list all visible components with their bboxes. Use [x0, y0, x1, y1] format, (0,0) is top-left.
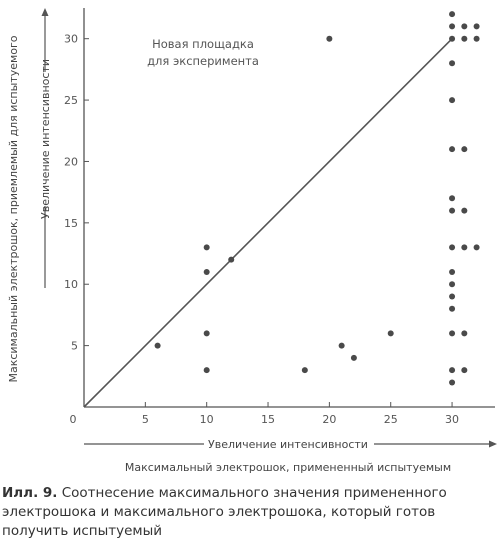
data-point	[449, 268, 456, 275]
annotation-line-1: Новая площадка	[152, 37, 254, 51]
annotation-line-2: для эксперимента	[147, 54, 259, 68]
y-tick-label: 10	[64, 278, 78, 291]
data-point	[387, 330, 394, 337]
data-point	[449, 281, 456, 288]
data-point	[461, 146, 468, 153]
data-point	[228, 256, 235, 263]
x-axis-title-arrow: Увеличение интенсивности	[208, 438, 368, 451]
x-arrow-head	[489, 440, 497, 448]
figure-label: Илл. 9.	[2, 485, 58, 501]
x-tick-label: 25	[384, 413, 398, 426]
caption-text: Соотнесение максимального значения приме…	[2, 485, 447, 539]
data-point	[449, 195, 456, 202]
data-point	[461, 244, 468, 251]
data-point	[461, 207, 468, 214]
x-tick-label: 0	[70, 413, 77, 426]
data-point	[301, 367, 308, 374]
data-point	[326, 35, 333, 42]
data-point	[203, 244, 210, 251]
data-point	[449, 330, 456, 337]
x-tick-label: 15	[261, 413, 275, 426]
data-point	[449, 244, 456, 251]
data-point	[203, 330, 210, 337]
figure-caption: Илл. 9. Соотнесение максимального значен…	[2, 484, 496, 541]
data-point	[461, 23, 468, 30]
data-point	[449, 23, 456, 30]
y-arrow-head	[41, 8, 49, 16]
data-point	[449, 379, 456, 386]
y-tick-label: 25	[64, 94, 78, 107]
x-tick-label: 5	[142, 413, 149, 426]
data-point	[350, 354, 357, 361]
data-point	[461, 35, 468, 42]
diagonal-line	[83, 38, 453, 408]
x-tick-label: 20	[322, 413, 336, 426]
data-point	[203, 367, 210, 374]
x-tick-label: 10	[200, 413, 214, 426]
data-point	[449, 11, 456, 18]
data-point	[461, 330, 468, 337]
x-axis-title: Максимальный электрошок, примененный исп…	[125, 461, 451, 474]
data-point	[473, 35, 480, 42]
data-point	[449, 293, 456, 300]
data-point	[449, 207, 456, 214]
y-tick-label: 15	[64, 217, 78, 230]
data-point	[338, 342, 345, 349]
reference-line	[83, 38, 453, 408]
y-tick-label: 20	[64, 155, 78, 168]
data-point	[449, 35, 456, 42]
y-tick-label: 30	[64, 33, 78, 46]
data-point	[461, 367, 468, 374]
data-point	[203, 268, 210, 275]
data-point	[154, 342, 161, 349]
data-point	[449, 97, 456, 104]
data-point	[449, 367, 456, 374]
y-axis-title-arrow: Увеличение интенсивности	[39, 59, 52, 219]
data-point	[449, 305, 456, 312]
y-tick-label: 5	[71, 340, 78, 353]
data-point	[449, 146, 456, 153]
y-axis-title: Максимальный электрошок, приемлемый для …	[7, 35, 20, 382]
ticks: 0 5 10 15 20 25 30 5 10 15 20 25 30	[64, 33, 459, 426]
data-point	[473, 244, 480, 251]
data-point	[473, 23, 480, 30]
x-tick-label: 30	[445, 413, 459, 426]
axes	[83, 8, 495, 408]
data-points	[154, 11, 480, 386]
data-point	[449, 60, 456, 67]
